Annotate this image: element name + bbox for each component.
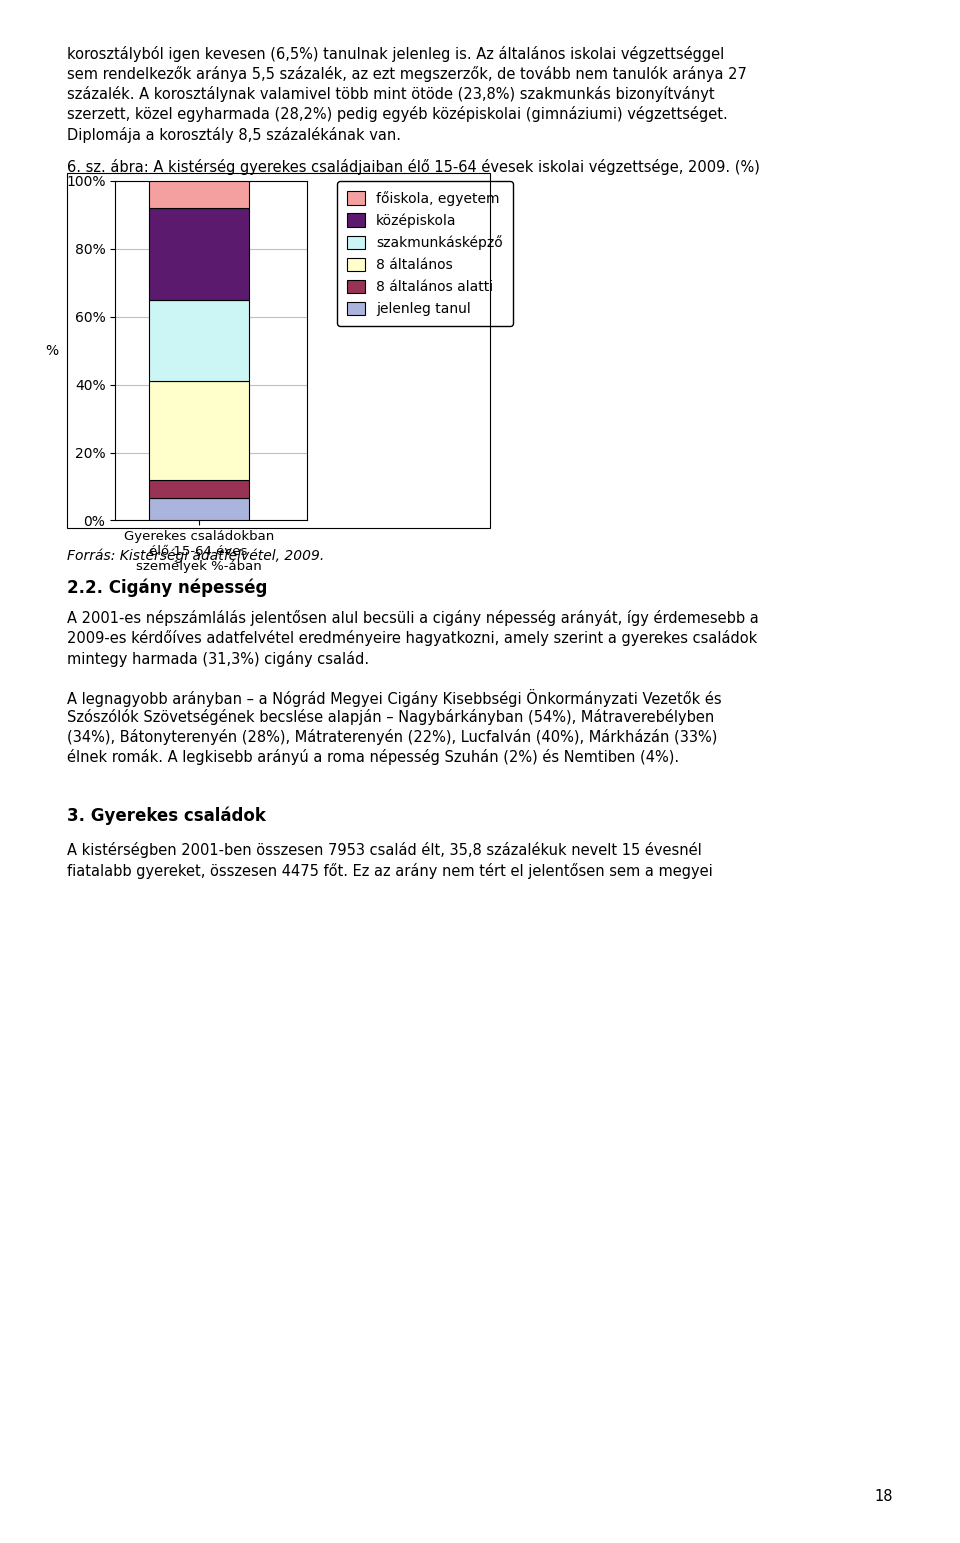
Text: 3. Gyerekes családok: 3. Gyerekes családok bbox=[67, 807, 266, 826]
Text: 2.2. Cigány népesség: 2.2. Cigány népesség bbox=[67, 579, 268, 597]
Legend: főiskola, egyetem, középiskola, szakmunkásképző, 8 általános, 8 általános alatti: főiskola, egyetem, középiskola, szakmunk… bbox=[337, 181, 513, 326]
Text: Diplomája a korosztály 8,5 százalékának van.: Diplomája a korosztály 8,5 százalékának … bbox=[67, 127, 401, 142]
Bar bbox=[149, 498, 249, 520]
Bar bbox=[149, 208, 249, 299]
Text: A 2001-es népszámlálás jelentősen alul becsüli a cigány népesség arányát, így ér: A 2001-es népszámlálás jelentősen alul b… bbox=[67, 611, 759, 626]
Text: fiatalabb gyereket, összesen 4475 főt. Ez az arány nem tért el jelentősen sem a : fiatalabb gyereket, összesen 4475 főt. E… bbox=[67, 863, 713, 878]
Text: korosztályból igen kevesen (6,5%) tanulnak jelenleg is. Az általános iskolai vég: korosztályból igen kevesen (6,5%) tanuln… bbox=[67, 46, 725, 62]
Text: százalék. A korosztálynak valamivel több mint ötöde (23,8%) szakmunkás bizonyítv: százalék. A korosztálynak valamivel több… bbox=[67, 86, 715, 102]
Text: 18: 18 bbox=[875, 1489, 893, 1504]
Text: 6. sz. ábra: A kistérség gyerekes családjaiban élő 15-64 évesek iskolai végzetts: 6. sz. ábra: A kistérség gyerekes család… bbox=[67, 159, 760, 174]
Text: sem rendelkezők aránya 5,5 százalék, az ezt megszerzők, de tovább nem tanulók ar: sem rendelkezők aránya 5,5 százalék, az … bbox=[67, 66, 747, 82]
Text: Forrás: Kistérségi adatfelvétel, 2009.: Forrás: Kistérségi adatfelvétel, 2009. bbox=[67, 548, 324, 563]
Text: Szószólók Szövetségének becslése alapján – Nagybárkányban (54%), Mátraverebélybe: Szószólók Szövetségének becslése alapján… bbox=[67, 710, 714, 725]
Bar bbox=[149, 181, 249, 208]
Bar bbox=[149, 480, 249, 498]
Text: élnek romák. A legkisebb arányú a roma népesség Szuhán (2%) és Nemtiben (4%).: élnek romák. A legkisebb arányú a roma n… bbox=[67, 750, 680, 765]
Text: 2009-es kérdőíves adatfelvétel eredményeire hagyatkozni, amely szerint a gyereke: 2009-es kérdőíves adatfelvétel eredménye… bbox=[67, 631, 757, 647]
Text: A kistérségben 2001-ben összesen 7953 család élt, 35,8 százalékuk nevelt 15 éves: A kistérségben 2001-ben összesen 7953 cs… bbox=[67, 842, 702, 858]
Bar bbox=[149, 299, 249, 381]
Text: szerzett, közel egyharmada (28,2%) pedig egyéb középiskolai (gimnáziumi) végzett: szerzett, közel egyharmada (28,2%) pedig… bbox=[67, 106, 728, 122]
Text: (34%), Bátonyterenyén (28%), Mátraterenyén (22%), Lucfalván (40%), Márkházán (33: (34%), Bátonyterenyén (28%), Mátratereny… bbox=[67, 730, 717, 745]
Text: mintegy harmada (31,3%) cigány család.: mintegy harmada (31,3%) cigány család. bbox=[67, 651, 370, 667]
Bar bbox=[149, 381, 249, 480]
Text: A legnagyobb arányban – a Nógrád Megyei Cigány Kisebbségi Önkormányzati Vezetők : A legnagyobb arányban – a Nógrád Megyei … bbox=[67, 690, 722, 707]
Y-axis label: %: % bbox=[45, 344, 59, 358]
